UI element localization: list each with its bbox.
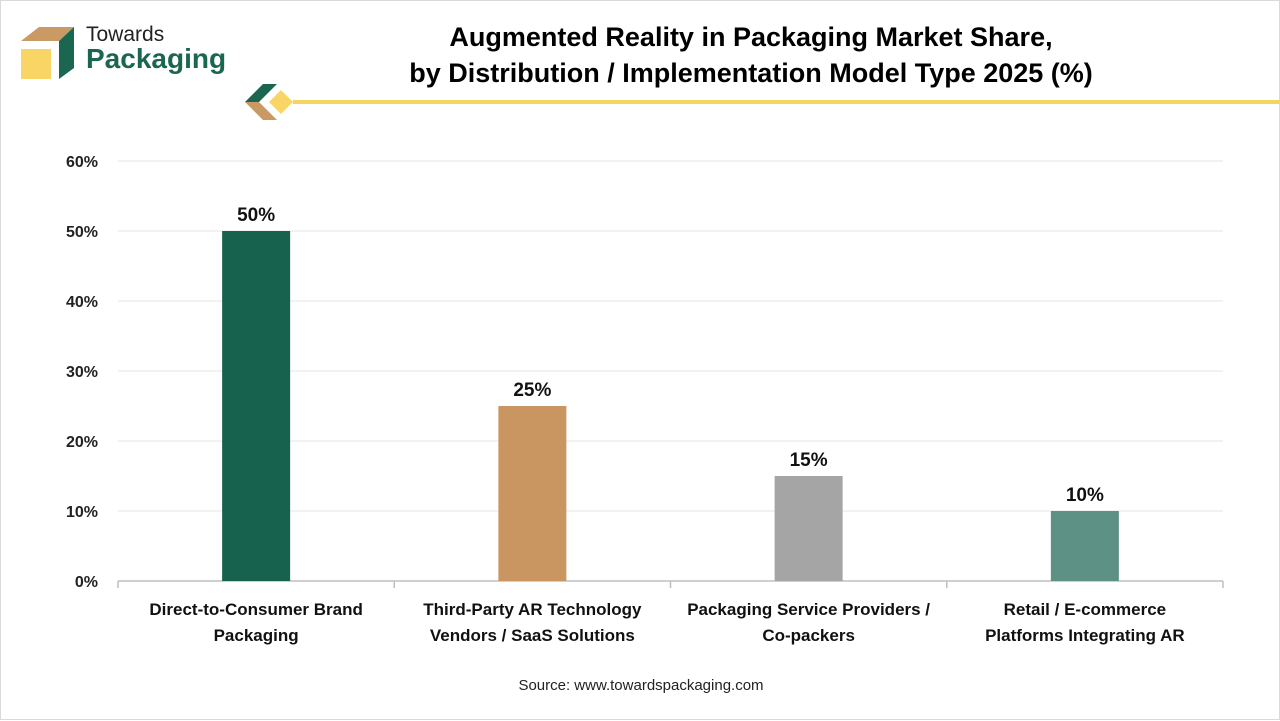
bar — [498, 406, 567, 581]
chart-title: Augmented Reality in Packaging Market Sh… — [301, 19, 1201, 91]
x-tick-label: Co-packers — [762, 626, 855, 645]
y-tick-label: 20% — [66, 434, 98, 451]
brand-line1: Towards — [86, 23, 165, 46]
data-label: 15% — [790, 450, 828, 471]
brand-logo: Towards Packaging — [19, 23, 239, 83]
x-tick-label: Packaging Service Providers / — [687, 600, 930, 619]
title-line2: by Distribution / Implementation Model T… — [409, 58, 1093, 88]
y-tick-label: 30% — [66, 364, 98, 381]
decorative-arrow-icon — [245, 84, 293, 120]
x-tick-label: Retail / E-commerce — [1004, 600, 1167, 619]
x-tick-label: Platforms Integrating AR — [985, 626, 1185, 645]
data-label: 10% — [1066, 485, 1104, 506]
y-tick-label: 60% — [66, 154, 98, 171]
x-tick-label: Vendors / SaaS Solutions — [430, 626, 635, 645]
y-tick-label: 0% — [75, 574, 98, 591]
data-label: 25% — [513, 380, 551, 401]
title-line1: Augmented Reality in Packaging Market Sh… — [449, 22, 1053, 52]
bar — [1050, 511, 1119, 581]
bar — [774, 476, 843, 581]
box-logo-icon — [21, 27, 74, 79]
brand-line2: Packaging — [86, 43, 227, 74]
data-label: 50% — [237, 205, 275, 226]
y-tick-label: 50% — [66, 224, 98, 241]
y-tick-label: 10% — [66, 504, 98, 521]
source-note: Source: www.towardspackaging.com — [518, 677, 764, 694]
x-tick-label: Direct-to-Consumer Brand — [149, 600, 362, 619]
title-rule — [293, 100, 1280, 104]
bar — [222, 231, 291, 581]
y-tick-label: 40% — [66, 294, 98, 311]
x-tick-label: Packaging — [214, 626, 299, 645]
x-tick-label: Third-Party AR Technology — [423, 600, 642, 619]
